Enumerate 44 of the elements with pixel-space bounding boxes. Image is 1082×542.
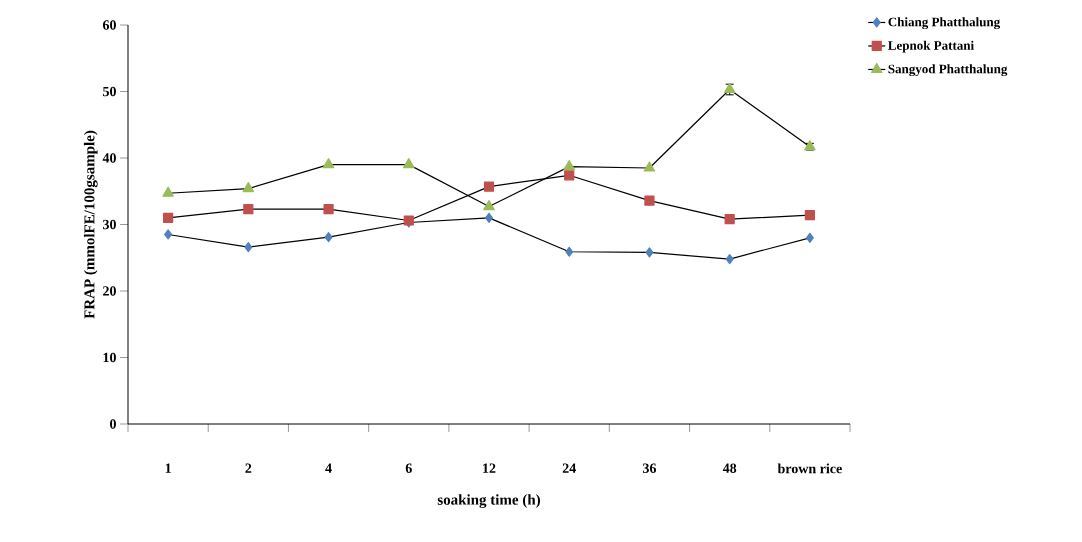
- point: [483, 181, 495, 192]
- x-tick-label: brown rice: [777, 463, 842, 474]
- point: [164, 229, 173, 240]
- point: [565, 246, 574, 257]
- point: [323, 204, 334, 215]
- point: [643, 161, 656, 172]
- point: [483, 199, 495, 211]
- point: [645, 247, 654, 258]
- point: [162, 186, 174, 197]
- point: [725, 253, 734, 265]
- point: [805, 232, 814, 243]
- x-tick-label: 24: [562, 463, 576, 473]
- y-tick-label: 10: [103, 352, 116, 363]
- point: [644, 195, 655, 206]
- legend-label: Chiang Phatthalung: [888, 17, 1001, 30]
- x-tick-label: 12: [483, 463, 496, 473]
- point: [402, 158, 415, 169]
- x-tick-label: 48: [722, 463, 737, 473]
- point: [244, 242, 253, 253]
- x-tick-label: 2: [245, 463, 252, 473]
- point: [163, 212, 174, 223]
- point: [724, 214, 735, 225]
- point: [324, 232, 333, 243]
- x-tick-label: 4: [325, 463, 332, 473]
- y-axis-title: FRAP (mmolFE/100gsample): [83, 130, 98, 319]
- y-tick-label: 60: [102, 20, 116, 30]
- point: [485, 212, 493, 223]
- y-tick-label: 40: [102, 153, 116, 163]
- x-tick-label: 1: [165, 463, 171, 473]
- y-tick-label: 20: [103, 286, 116, 296]
- legend-label: Sangyod Phatthalung: [888, 64, 1008, 77]
- x-tick-label: 36: [642, 463, 657, 473]
- y-tick-label: 30: [103, 219, 116, 230]
- point: [564, 170, 575, 181]
- point: [563, 160, 576, 171]
- y-tick-label: 50: [103, 86, 116, 97]
- legend-label: Lepnok Pattani: [888, 40, 974, 53]
- y-tick-label: 0: [110, 419, 116, 429]
- point: [242, 181, 255, 193]
- point: [243, 204, 254, 215]
- x-axis-title: soaking time (h): [437, 494, 540, 508]
- point: [804, 210, 815, 221]
- x-tick-label: 6: [405, 463, 412, 473]
- point: [322, 158, 335, 169]
